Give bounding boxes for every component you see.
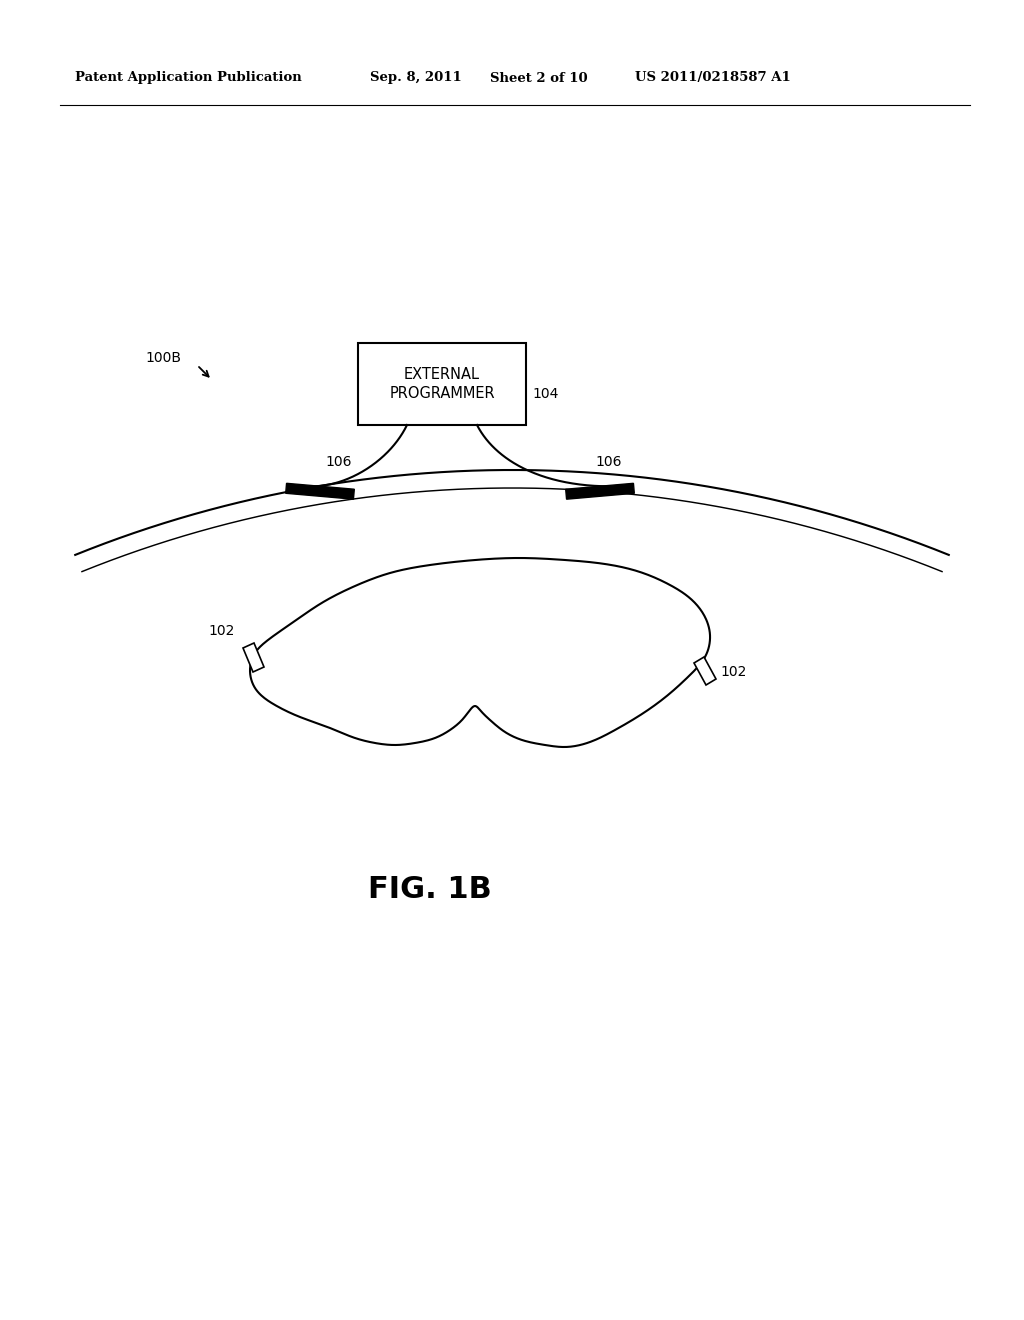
Text: 106: 106 bbox=[595, 455, 622, 469]
Text: 104: 104 bbox=[532, 387, 558, 401]
FancyBboxPatch shape bbox=[358, 343, 526, 425]
Polygon shape bbox=[243, 643, 264, 672]
Bar bbox=[565, 483, 634, 499]
Text: EXTERNAL: EXTERNAL bbox=[404, 367, 480, 381]
Text: Patent Application Publication: Patent Application Publication bbox=[75, 71, 302, 84]
Text: 102: 102 bbox=[720, 665, 746, 678]
Text: Sheet 2 of 10: Sheet 2 of 10 bbox=[490, 71, 588, 84]
Text: 102: 102 bbox=[209, 624, 234, 638]
Text: 100B: 100B bbox=[145, 351, 181, 366]
Text: US 2011/0218587 A1: US 2011/0218587 A1 bbox=[635, 71, 791, 84]
Bar bbox=[286, 483, 354, 499]
Text: Sep. 8, 2011: Sep. 8, 2011 bbox=[370, 71, 462, 84]
Text: 106: 106 bbox=[325, 455, 351, 469]
Polygon shape bbox=[694, 657, 716, 685]
Text: FIG. 1B: FIG. 1B bbox=[368, 875, 492, 904]
Text: PROGRAMMER: PROGRAMMER bbox=[389, 387, 495, 401]
